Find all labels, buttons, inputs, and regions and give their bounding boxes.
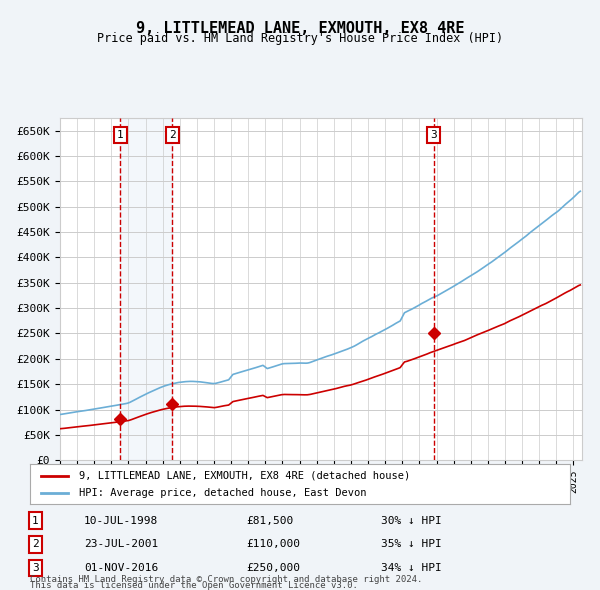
Text: £81,500: £81,500 — [246, 516, 293, 526]
Text: 35% ↓ HPI: 35% ↓ HPI — [381, 539, 442, 549]
Text: Price paid vs. HM Land Registry's House Price Index (HPI): Price paid vs. HM Land Registry's House … — [97, 32, 503, 45]
Text: 9, LITTLEMEAD LANE, EXMOUTH, EX8 4RE: 9, LITTLEMEAD LANE, EXMOUTH, EX8 4RE — [136, 21, 464, 35]
Text: £250,000: £250,000 — [246, 563, 300, 573]
Text: This data is licensed under the Open Government Licence v3.0.: This data is licensed under the Open Gov… — [30, 581, 358, 590]
Text: 2: 2 — [169, 130, 176, 140]
Text: 2: 2 — [32, 539, 39, 549]
Text: Contains HM Land Registry data © Crown copyright and database right 2024.: Contains HM Land Registry data © Crown c… — [30, 575, 422, 584]
Text: 01-NOV-2016: 01-NOV-2016 — [84, 563, 158, 573]
Text: 3: 3 — [32, 563, 39, 573]
Text: HPI: Average price, detached house, East Devon: HPI: Average price, detached house, East… — [79, 488, 366, 498]
Text: 30% ↓ HPI: 30% ↓ HPI — [381, 516, 442, 526]
Text: 23-JUL-2001: 23-JUL-2001 — [84, 539, 158, 549]
Text: 1: 1 — [32, 516, 39, 526]
Text: 3: 3 — [430, 130, 437, 140]
Text: 1: 1 — [117, 130, 124, 140]
Text: 34% ↓ HPI: 34% ↓ HPI — [381, 563, 442, 573]
Text: 10-JUL-1998: 10-JUL-1998 — [84, 516, 158, 526]
Text: 9, LITTLEMEAD LANE, EXMOUTH, EX8 4RE (detached house): 9, LITTLEMEAD LANE, EXMOUTH, EX8 4RE (de… — [79, 471, 410, 481]
Bar — [120, 118, 172, 460]
Text: £110,000: £110,000 — [246, 539, 300, 549]
